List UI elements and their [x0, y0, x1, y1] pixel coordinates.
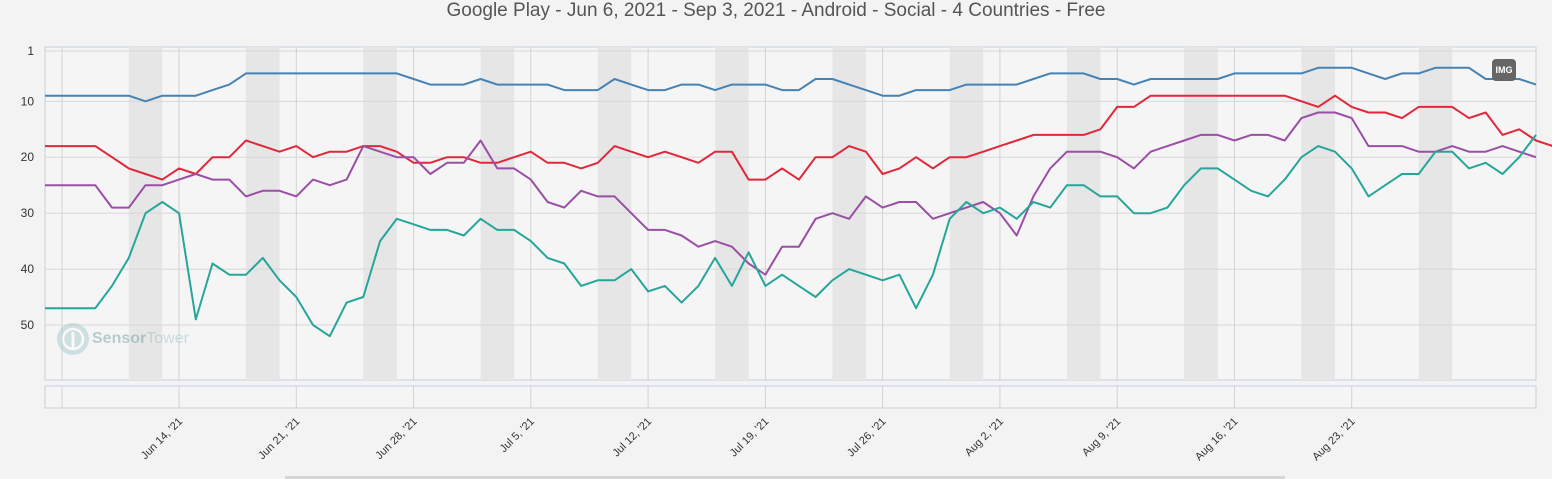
- x-tick-label: Aug 2, '21: [963, 416, 1006, 459]
- sensortower-logo-wordmark: SensorTower: [92, 330, 189, 347]
- sensortower-logo-icon: [57, 323, 89, 355]
- sensortower-watermark: SensorTower: [56, 322, 216, 358]
- x-tick-label: Jul 5, '21: [498, 416, 537, 455]
- x-tick-label: Jun 28, '21: [373, 416, 419, 462]
- x-tick-label: Jul 19, '21: [728, 416, 772, 460]
- navigator[interactable]: [44, 385, 1537, 409]
- series-line-1[interactable]: [45, 66, 1537, 103]
- x-tick-label: Aug 16, '21: [1193, 416, 1241, 464]
- y-tick-label: 40: [21, 262, 35, 276]
- x-tick-label: Aug 9, '21: [1080, 416, 1123, 459]
- series-line-4[interactable]: [45, 134, 1537, 338]
- series-line-2[interactable]: [45, 94, 1552, 181]
- export-image-button[interactable]: IMG: [1492, 59, 1516, 81]
- x-tick-label: Jul 26, '21: [845, 416, 889, 460]
- y-tick-label: 10: [21, 94, 35, 108]
- series-line-3[interactable]: [45, 111, 1537, 276]
- x-tick-label: Jun 14, '21: [139, 416, 185, 462]
- y-tick-label: 1: [27, 44, 34, 58]
- x-tick-label: Jun 21, '21: [256, 416, 302, 462]
- y-tick-label: 50: [21, 318, 35, 332]
- y-tick-label: 20: [21, 150, 35, 164]
- y-tick-label: 30: [21, 206, 35, 220]
- x-tick-label: Aug 23, '21: [1310, 416, 1358, 464]
- x-tick-label: Jul 12, '21: [611, 416, 655, 460]
- chart-title: Google Play - Jun 6, 2021 - Sep 3, 2021 …: [446, 0, 1106, 21]
- range-scrollbar[interactable]: [285, 476, 1285, 479]
